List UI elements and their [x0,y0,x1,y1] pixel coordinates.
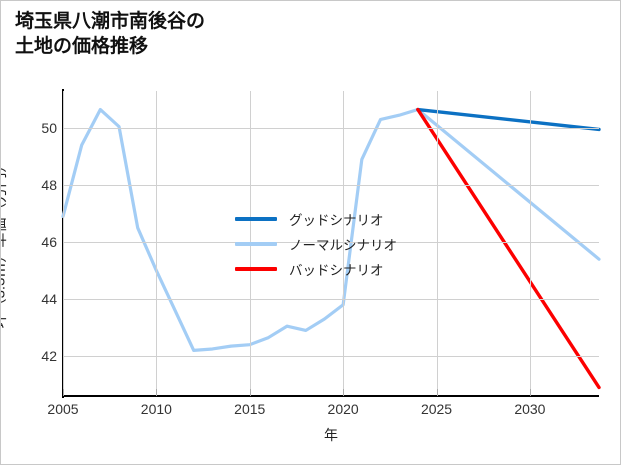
x-tick-mark [529,389,531,396]
x-tick-label: 2020 [327,401,359,417]
plot-area [61,91,601,396]
chart-legend: グッドシナリオ ノーマルシナリオ バッドシナリオ [235,206,435,281]
x-axis-label: 年 [324,427,338,443]
legend-label: グッドシナリオ [289,212,384,228]
x-tick-mark [343,389,345,396]
legend-swatch-normal-scenario [235,241,277,246]
chart-lines [61,107,601,390]
x-tick-mark [249,389,251,396]
x-tick-label: 2005 [47,401,79,417]
x-axis-spine [62,395,599,397]
x-tick-label: 2015 [234,401,266,417]
gridline-horizontal [63,356,599,357]
gridline-horizontal [63,185,599,186]
x-tick-label: 2010 [140,401,172,417]
legend-label: バッドシナリオ [289,262,384,278]
x-tick-mark [156,389,158,396]
gridline-vertical [437,91,438,396]
y-tick-label: 48 [41,177,57,194]
y-tick-label: 46 [41,234,57,251]
gridline-vertical [343,91,344,396]
series-line [61,107,601,352]
page-title: 埼玉県八潮市南後谷の 土地の価格推移 [15,11,206,58]
gridline-vertical [530,91,531,396]
x-tick-label: 2030 [514,401,546,417]
gridline-horizontal [63,128,599,129]
y-tick-label: 50 [41,120,57,137]
y-axis-label: 坪（3.3㎡）単価（万円） [0,157,9,329]
x-tick-mark [436,389,438,396]
legend-swatch-good-scenario [235,216,277,221]
legend-item-bad-scenario[interactable]: バッドシナリオ [235,256,435,281]
legend-item-normal-scenario[interactable]: ノーマルシナリオ [235,231,435,256]
gridline-horizontal [63,242,599,243]
legend-label: ノーマルシナリオ [289,237,397,253]
gridline-vertical [63,91,64,396]
series-line [416,107,601,132]
gridline-horizontal [63,299,599,300]
legend-swatch-bad-scenario [235,266,277,271]
legend-item-good-scenario[interactable]: グッドシナリオ [235,206,435,231]
x-tick-label: 2025 [420,401,453,417]
y-tick-label: 44 [41,291,57,308]
gridline-vertical [156,91,157,396]
y-tick-label: 42 [41,348,57,365]
y-axis-ticks: 42 44 46 48 50 [1,1,57,464]
series-line [416,107,601,390]
x-tick-mark [63,389,64,396]
